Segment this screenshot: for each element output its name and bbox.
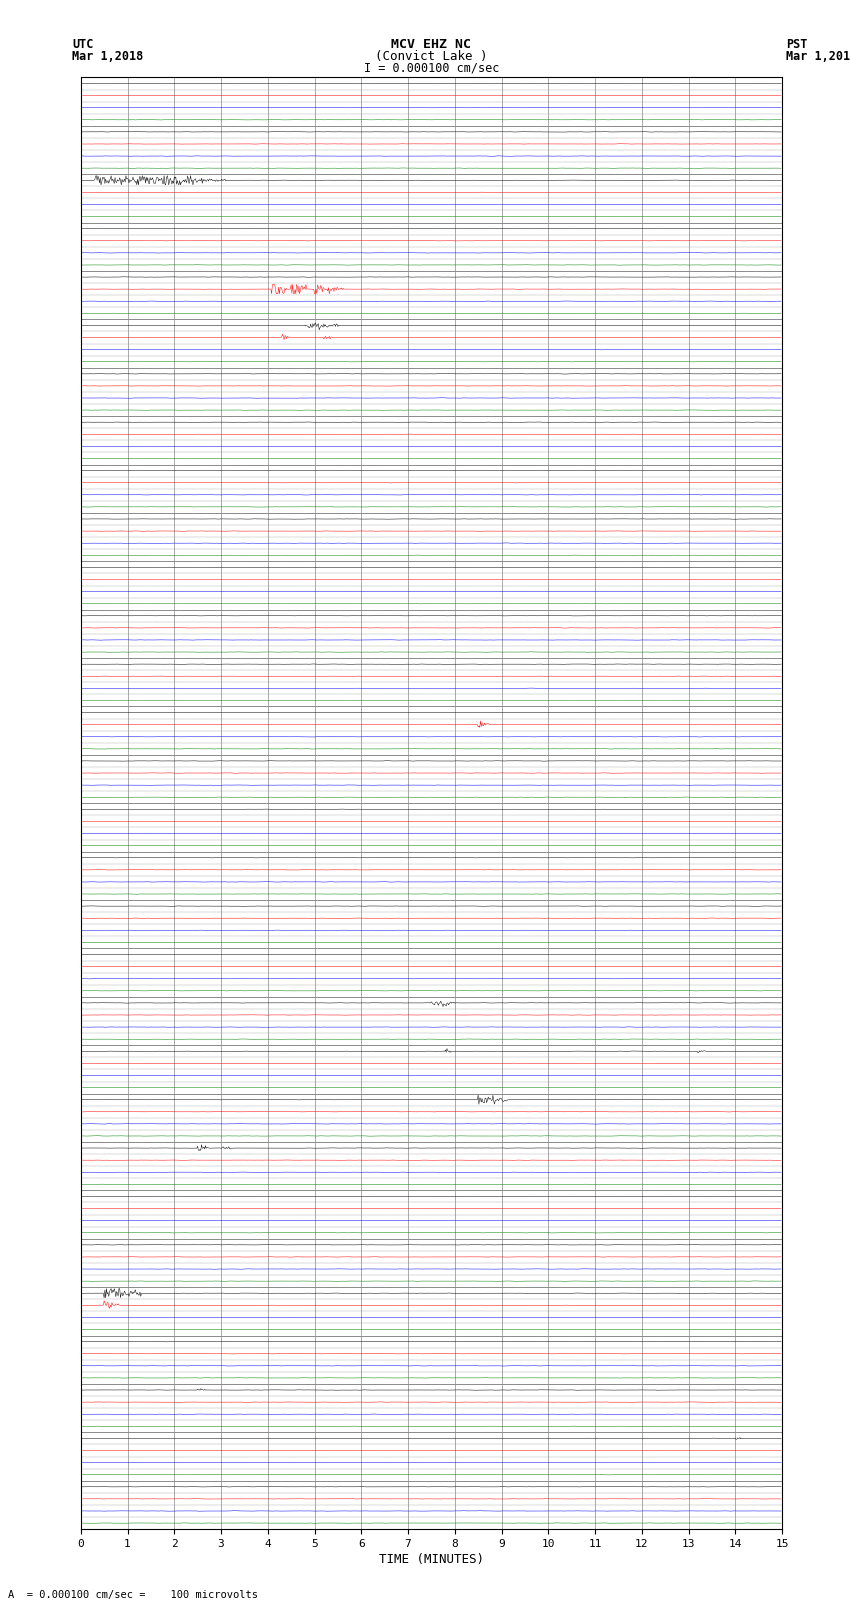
Text: (Convict Lake ): (Convict Lake )	[375, 50, 488, 63]
Text: PST: PST	[786, 37, 807, 50]
Text: Mar 1,2018: Mar 1,2018	[786, 50, 850, 63]
Text: MCV EHZ NC: MCV EHZ NC	[391, 37, 472, 50]
Text: UTC: UTC	[72, 37, 94, 50]
Text: A  = 0.000100 cm/sec =    100 microvolts: A = 0.000100 cm/sec = 100 microvolts	[8, 1590, 258, 1600]
Text: Mar 1,2018: Mar 1,2018	[72, 50, 144, 63]
X-axis label: TIME (MINUTES): TIME (MINUTES)	[379, 1553, 484, 1566]
Text: I = 0.000100 cm/sec: I = 0.000100 cm/sec	[364, 61, 499, 74]
